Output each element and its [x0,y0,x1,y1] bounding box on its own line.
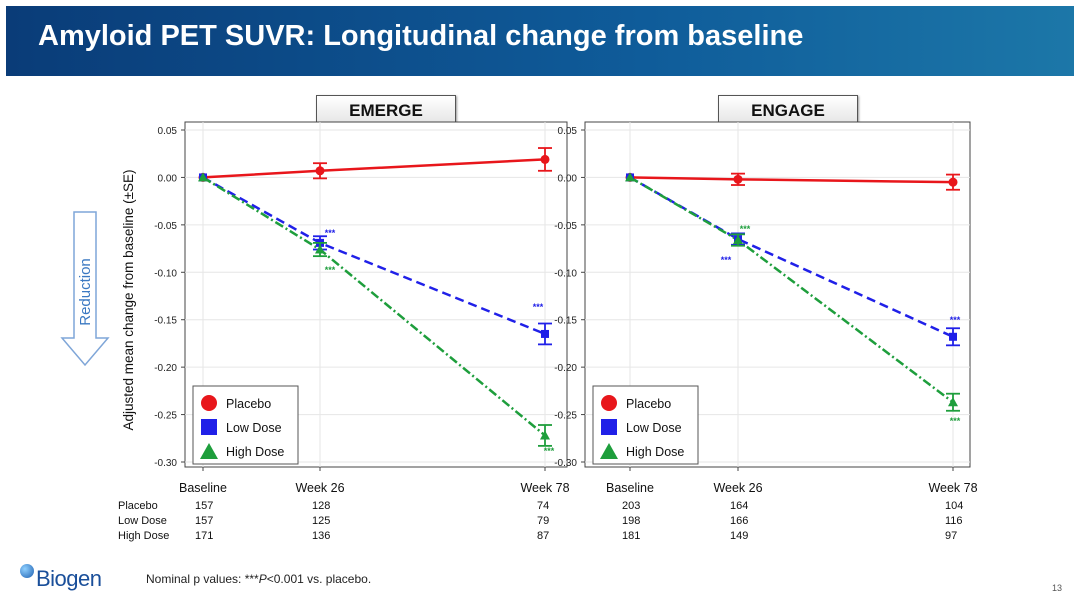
y-tick-label: -0.15 [154,316,177,327]
page-number: 13 [1052,583,1063,593]
n-cell: 198 [622,515,641,527]
legend-marker-low [601,419,617,435]
marker-low [949,332,957,341]
x-tick-label: Baseline [179,481,227,495]
legend-label: High Dose [626,445,684,459]
y-tick-label: 0.00 [558,173,578,184]
biogen-logo: Biogen [20,564,102,592]
marker-high [625,172,635,182]
significance-label: *** [544,446,555,456]
n-cell: 87 [537,530,550,542]
n-row-label: Low Dose [118,515,167,527]
x-tick-label: Week 26 [295,481,344,495]
significance-label: *** [325,228,336,238]
y-tick-label: 0.05 [558,126,578,137]
legend-label: Low Dose [226,421,282,435]
significance-label: *** [325,265,336,275]
marker-placebo [540,154,550,164]
chart-panel-engage: 0.05 0.00 -0.05 -0.10 -0.15 -0.20 -0.25 -0.30 Ba… [554,121,978,495]
x-tick-label: Week 78 [520,481,569,495]
legend-marker-placebo [201,395,217,411]
legend-label: High Dose [226,445,284,459]
significance-label: *** [533,302,544,312]
x-tick-label: Week 78 [928,481,977,495]
y-tick-label: -0.25 [554,411,577,422]
reduction-label: Reduction [77,258,94,326]
marker-high [315,244,325,254]
legend-marker-high [600,443,618,459]
n-cell: 128 [312,500,331,512]
significance-label: *** [721,255,732,265]
y-tick-label: -0.10 [154,268,177,279]
series-line-low [629,176,954,338]
n-cell: 125 [312,515,331,527]
legend-marker-high [200,443,218,459]
n-cell: 136 [312,530,331,542]
marker-high [948,397,958,407]
biogen-logo-icon [20,564,34,578]
n-cell: 74 [537,500,550,512]
y-axis-label: Adjusted mean change from baseline (±SE) [121,169,136,430]
legend-label: Placebo [626,397,671,411]
legend-marker-low [201,419,217,435]
chart-panel-emerge: 0.05 0.00 -0.05 -0.10 -0.15 -0.20 -0.25 -0.30 Ba… [154,121,570,495]
x-tick-label: Week 26 [713,481,762,495]
reduction-arrow-icon: Reduction [60,211,110,367]
footnote-prefix: Nominal p values: *** [146,572,259,586]
y-tick-label: -0.30 [154,458,177,469]
n-cell: 157 [195,515,214,527]
y-tick-label: 0.05 [158,126,178,137]
slide-header: Amyloid PET SUVR: Longitudinal change fr… [6,6,1074,76]
slide-title: Amyloid PET SUVR: Longitudinal change fr… [38,20,804,52]
significance-label: *** [950,416,961,426]
marker-low [541,329,549,338]
n-cell: 104 [945,500,964,512]
n-cell: 97 [945,530,958,542]
legend-label: Placebo [226,397,271,411]
n-cell: 149 [730,530,749,542]
n-cell: 181 [622,530,641,542]
marker-placebo [733,174,743,184]
footnote-suffix: <0.001 vs. placebo. [266,572,372,586]
n-cell: 79 [537,515,550,527]
n-row-label: High Dose [118,530,170,542]
marker-high [540,430,550,440]
n-row-label: Placebo [118,500,158,512]
footnote: Nominal p values: ***P<0.001 vs. placebo… [146,572,371,586]
y-tick-label: -0.05 [554,221,577,232]
y-tick-label: 0.00 [158,173,178,184]
y-tick-label: -0.15 [554,316,577,327]
y-tick-label: -0.20 [554,363,577,374]
marker-high [733,235,743,245]
significance-label: *** [950,315,961,325]
n-cell: 116 [945,515,963,527]
y-tick-label: -0.25 [154,411,177,422]
footnote-p: P [258,572,267,586]
marker-high [198,172,208,182]
y-tick-label: -0.30 [554,458,577,469]
marker-placebo [315,166,325,176]
significance-label: *** [740,224,751,234]
n-cell: 166 [730,515,749,527]
n-cell: 171 [195,530,214,542]
n-cell: 203 [622,500,641,512]
y-tick-label: -0.05 [154,221,177,232]
logo-text: Biogen [36,566,102,591]
x-tick-label: Baseline [606,481,654,495]
n-cell: 157 [195,500,214,512]
legend-marker-placebo [601,395,617,411]
y-tick-label: -0.10 [554,268,577,279]
marker-placebo [948,177,958,187]
n-cell: 164 [730,500,749,512]
legend-label: Low Dose [626,421,682,435]
y-tick-label: -0.20 [154,363,177,374]
